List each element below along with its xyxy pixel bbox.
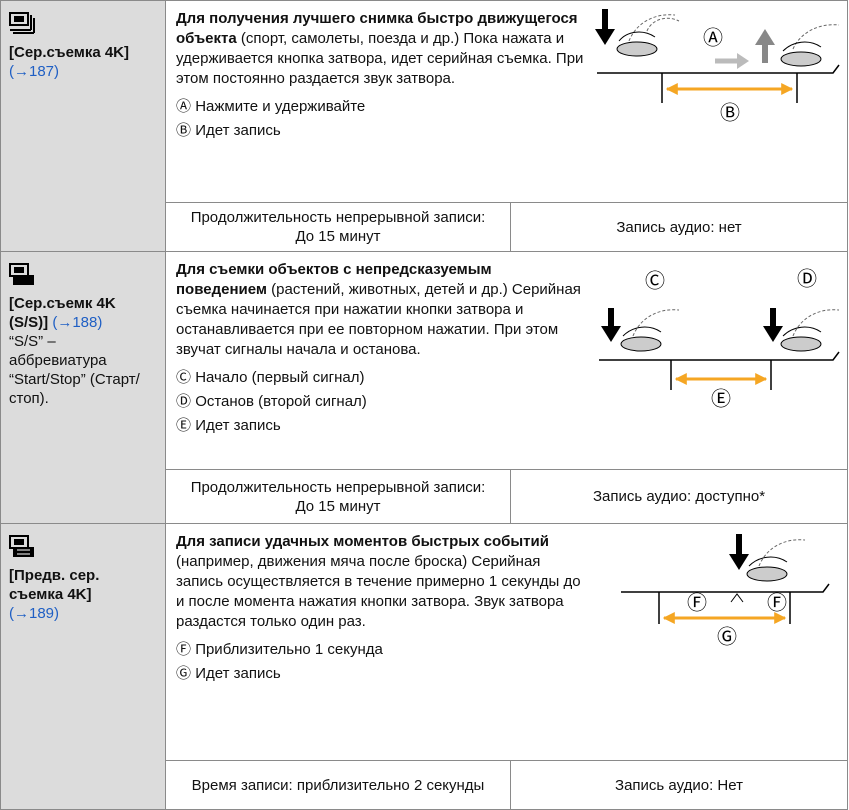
note-text: Приблизительно 1 секунда (195, 641, 383, 658)
note: Ⓐ Нажмите и удерживайте (176, 97, 837, 117)
note: Ⓖ Идет запись (176, 664, 837, 684)
page-ref[interactable]: (→187) (9, 63, 60, 80)
note-text: Идет запись (195, 665, 281, 682)
description-bold: Для записи удачных моментов быстрых собы… (176, 533, 549, 550)
diagram: Ⓕ Ⓕ Ⓖ (621, 534, 830, 649)
spec: Продолжительность непрерывной записи: До… (166, 470, 511, 523)
description-bold: Для получения лучшего снимка быстро движ… (176, 10, 578, 47)
note-marker: Ⓕ (176, 641, 192, 658)
note-text: Останов (второй сигнал) (195, 393, 367, 410)
diagram-label: Ⓕ (767, 591, 787, 615)
note-marker: Ⓐ (176, 98, 192, 115)
diagram: Ⓒ Ⓓ Ⓔ (599, 267, 840, 411)
mode-row: [Предв. сер. съемка 4K] (→189) Для запис… (0, 523, 848, 810)
diagram-label: Ⓑ (720, 101, 740, 125)
mode-name: [Предв. сер. съемка 4K] (9, 567, 100, 603)
description-text: (например, движения мяча после броска) С… (176, 553, 581, 630)
note: Ⓑ Идет запись (176, 121, 837, 141)
note: Ⓓ Останов (второй сигнал) (176, 392, 837, 412)
note-marker: Ⓑ (176, 122, 192, 139)
spec: Запись аудио: Нет (615, 776, 743, 794)
description-text: (растений, животных, детей и др.) Серийн… (176, 281, 581, 358)
diagram-label: Ⓖ (717, 625, 737, 649)
mode-note: “S/S” – аббревиатура “Start/Stop” (Старт… (9, 333, 140, 407)
description: Для получения лучшего снимка быстро движ… (166, 1, 847, 202)
mode-name: [Сер.съемк 4K (S/S)] (9, 295, 116, 331)
note-marker: Ⓔ (176, 417, 192, 434)
spec: Запись аудио: доступно* (592, 488, 766, 505)
diagram-label: Ⓓ (797, 267, 817, 291)
note-marker: Ⓓ (176, 393, 192, 410)
mode-name: [Сер.съемка 4K] (9, 44, 130, 61)
mode-row: [Сер.съемк 4K (S/S)] (→188) “S/S” – аббр… (0, 251, 848, 524)
page-ref[interactable]: (→189) (9, 605, 60, 622)
diagram-label: Ⓐ (703, 26, 723, 50)
mode-cell: [Сер.съемка 4K] (→187) (1, 1, 166, 251)
description: Для съемки объектов с непредсказуемым по… (166, 252, 847, 469)
mode-cell: [Сер.съемк 4K (S/S)] (→188) “S/S” – аббр… (1, 252, 166, 523)
note-text: Идет запись (195, 417, 281, 434)
spec: Продолжительность непрерывной записи: До… (166, 203, 511, 251)
mode-cell: [Предв. сер. съемка 4K] (→189) (1, 524, 166, 809)
mode-icon (9, 12, 35, 34)
mode-icon (9, 535, 34, 557)
note-text: Нажмите и удерживайте (195, 98, 366, 115)
page-ref[interactable]: (→188) (52, 314, 103, 331)
diagram-label: Ⓕ (687, 591, 707, 615)
diagram: Ⓐ Ⓑ (595, 9, 840, 125)
note-text: Начало (первый сигнал) (195, 369, 365, 386)
diagram-label: Ⓔ (711, 387, 731, 411)
description: Для записи удачных моментов быстрых собы… (166, 524, 847, 760)
diagram-label: Ⓒ (645, 269, 665, 293)
note-text: Идет запись (195, 122, 281, 139)
note: Ⓔ Идет запись (176, 416, 837, 436)
note-marker: Ⓒ (176, 369, 192, 386)
mode-icon (9, 263, 34, 285)
spec: Время записи: приблизительно 2 секунды (166, 761, 511, 809)
mode-row: [Сер.съемка 4K] (→187) Для получения луч… (0, 0, 848, 252)
note-marker: Ⓖ (176, 665, 192, 682)
note: Ⓕ Приблизительно 1 секунда (176, 640, 837, 660)
description-bold: Для съемки объектов с непредсказуемым по… (176, 261, 492, 298)
spec: Запись аудио: нет (616, 218, 742, 236)
note: Ⓒ Начало (первый сигнал) (176, 368, 837, 388)
description-text: (спорт, самолеты, поезда и др.) Пока наж… (176, 30, 584, 87)
